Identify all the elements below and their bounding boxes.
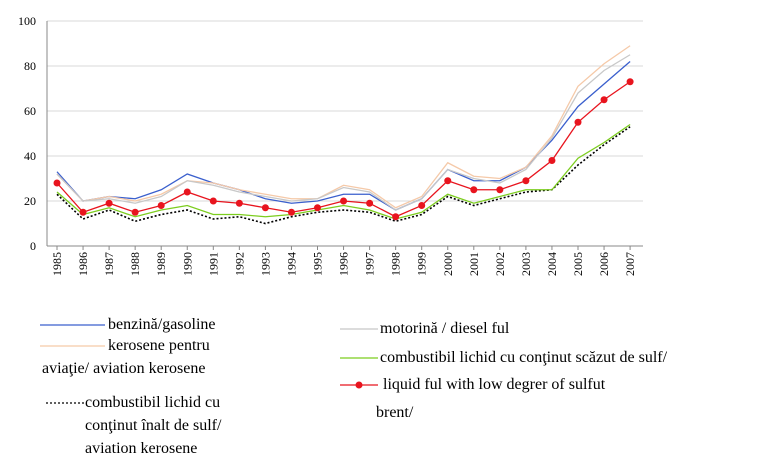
legend-label: liquid ful with low degrer of sulfut (383, 376, 606, 393)
x-tick-label: 2005 (571, 252, 585, 276)
series-marker (392, 213, 400, 221)
x-tick-label: 1995 (311, 252, 325, 276)
x-tick-label: 1987 (102, 252, 116, 276)
series-marker (157, 202, 165, 209)
series-marker (79, 208, 87, 216)
x-tick-label: 1988 (128, 252, 142, 276)
series-line (56, 54, 631, 211)
series-marker (314, 204, 321, 212)
y-tick-label: 100 (18, 14, 36, 28)
series-marker (522, 177, 530, 185)
legend-label: kerosene pentru aviaţie/ aviation kerose… (42, 337, 210, 377)
legend-label: combustibil lichid cu conţinut scăzut de… (380, 349, 668, 366)
x-tick-label: 1989 (154, 252, 168, 276)
x-tick-label: 1991 (206, 252, 220, 276)
series-marker (366, 199, 374, 207)
series-line (56, 123, 631, 220)
series-line (56, 45, 631, 209)
y-tick-label: 0 (30, 239, 36, 253)
legend-label: combustibil lichid cu conţinut înalt de … (85, 394, 222, 457)
series-marker (626, 78, 634, 86)
x-tick-label: 2004 (545, 252, 559, 276)
legend-label: benzină/gasoline (108, 316, 216, 333)
x-tick-label: 2002 (493, 252, 507, 276)
x-tick-label: 1990 (180, 252, 194, 276)
x-tick-label: 2000 (441, 252, 455, 276)
legend-marker (355, 381, 363, 389)
x-tick-label: 1999 (415, 252, 429, 276)
x-tick-label: 1994 (284, 252, 298, 276)
x-tick-label: 1997 (363, 252, 377, 276)
x-tick-label: 1986 (76, 252, 90, 276)
y-tick-label: 80 (24, 59, 36, 73)
series-marker (418, 202, 426, 209)
x-tick-label: 2003 (519, 252, 533, 276)
legend-label: motorină / diesel ful (380, 320, 510, 337)
y-tick-label: 40 (24, 149, 36, 163)
y-tick-label: 60 (24, 104, 36, 118)
y-tick-label: 20 (24, 194, 36, 208)
series-marker (470, 186, 478, 194)
series-marker (287, 208, 295, 216)
series-marker (209, 197, 217, 205)
x-tick-label: 1992 (232, 252, 246, 276)
series-marker (444, 177, 452, 185)
series-marker (496, 186, 504, 194)
series-marker (261, 204, 269, 212)
series-line (56, 126, 631, 225)
series-marker (183, 188, 191, 196)
x-tick-label: 1993 (258, 252, 272, 276)
series-marker (340, 197, 348, 205)
x-tick-label: 1996 (337, 252, 351, 276)
series-marker (53, 179, 61, 187)
series-marker (131, 208, 139, 216)
legend-note: brent/ (376, 404, 414, 421)
series-marker (235, 199, 243, 207)
x-tick-label: 2006 (597, 252, 611, 276)
x-tick-label: 2007 (623, 252, 637, 276)
series-marker (574, 118, 582, 126)
x-tick-label: 1998 (389, 252, 403, 276)
x-tick-label: 2001 (467, 252, 481, 276)
series-marker (548, 157, 556, 164)
series-marker (600, 96, 608, 104)
x-tick-label: 1985 (50, 252, 64, 276)
series-marker (105, 199, 113, 207)
